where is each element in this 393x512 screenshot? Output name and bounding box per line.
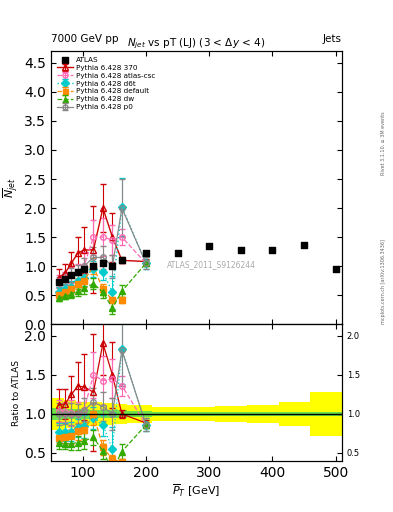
Y-axis label: $\overline{N}_{jet}$: $\overline{N}_{jet}$	[2, 177, 22, 198]
ATLAS	[68, 271, 74, 280]
Legend: ATLAS, Pythia 6.428 370, Pythia 6.428 atlas-csc, Pythia 6.428 d6t, Pythia 6.428 : ATLAS, Pythia 6.428 370, Pythia 6.428 at…	[55, 55, 158, 112]
ATLAS	[75, 268, 81, 276]
ATLAS	[109, 262, 116, 270]
ATLAS	[238, 246, 244, 254]
Text: mcplots.cern.ch [arXiv:1306.3436]: mcplots.cern.ch [arXiv:1306.3436]	[381, 239, 386, 324]
X-axis label: $\overline{P}_T$ [GeV]: $\overline{P}_T$ [GeV]	[173, 482, 220, 499]
Text: ATLAS_2011_S9126244: ATLAS_2011_S9126244	[167, 260, 255, 269]
Text: Jets: Jets	[323, 33, 342, 44]
ATLAS	[301, 241, 307, 249]
Text: 7000 GeV pp: 7000 GeV pp	[51, 33, 119, 44]
ATLAS	[62, 275, 68, 283]
Y-axis label: Ratio to ATLAS: Ratio to ATLAS	[13, 359, 22, 425]
ATLAS	[81, 265, 87, 273]
ATLAS	[119, 257, 125, 265]
Title: $N_{jet}$ vs pT (LJ) (3 < $\Delta y$ < 4): $N_{jet}$ vs pT (LJ) (3 < $\Delta y$ < 4…	[127, 37, 266, 51]
ATLAS	[332, 265, 339, 273]
ATLAS	[100, 259, 106, 267]
ATLAS	[269, 246, 275, 254]
ATLAS	[206, 242, 212, 250]
ATLAS	[90, 262, 97, 270]
ATLAS	[143, 249, 149, 258]
ATLAS	[55, 279, 62, 287]
Text: Rivet 3.1.10, ≥ 3M events: Rivet 3.1.10, ≥ 3M events	[381, 112, 386, 175]
ATLAS	[174, 249, 181, 258]
